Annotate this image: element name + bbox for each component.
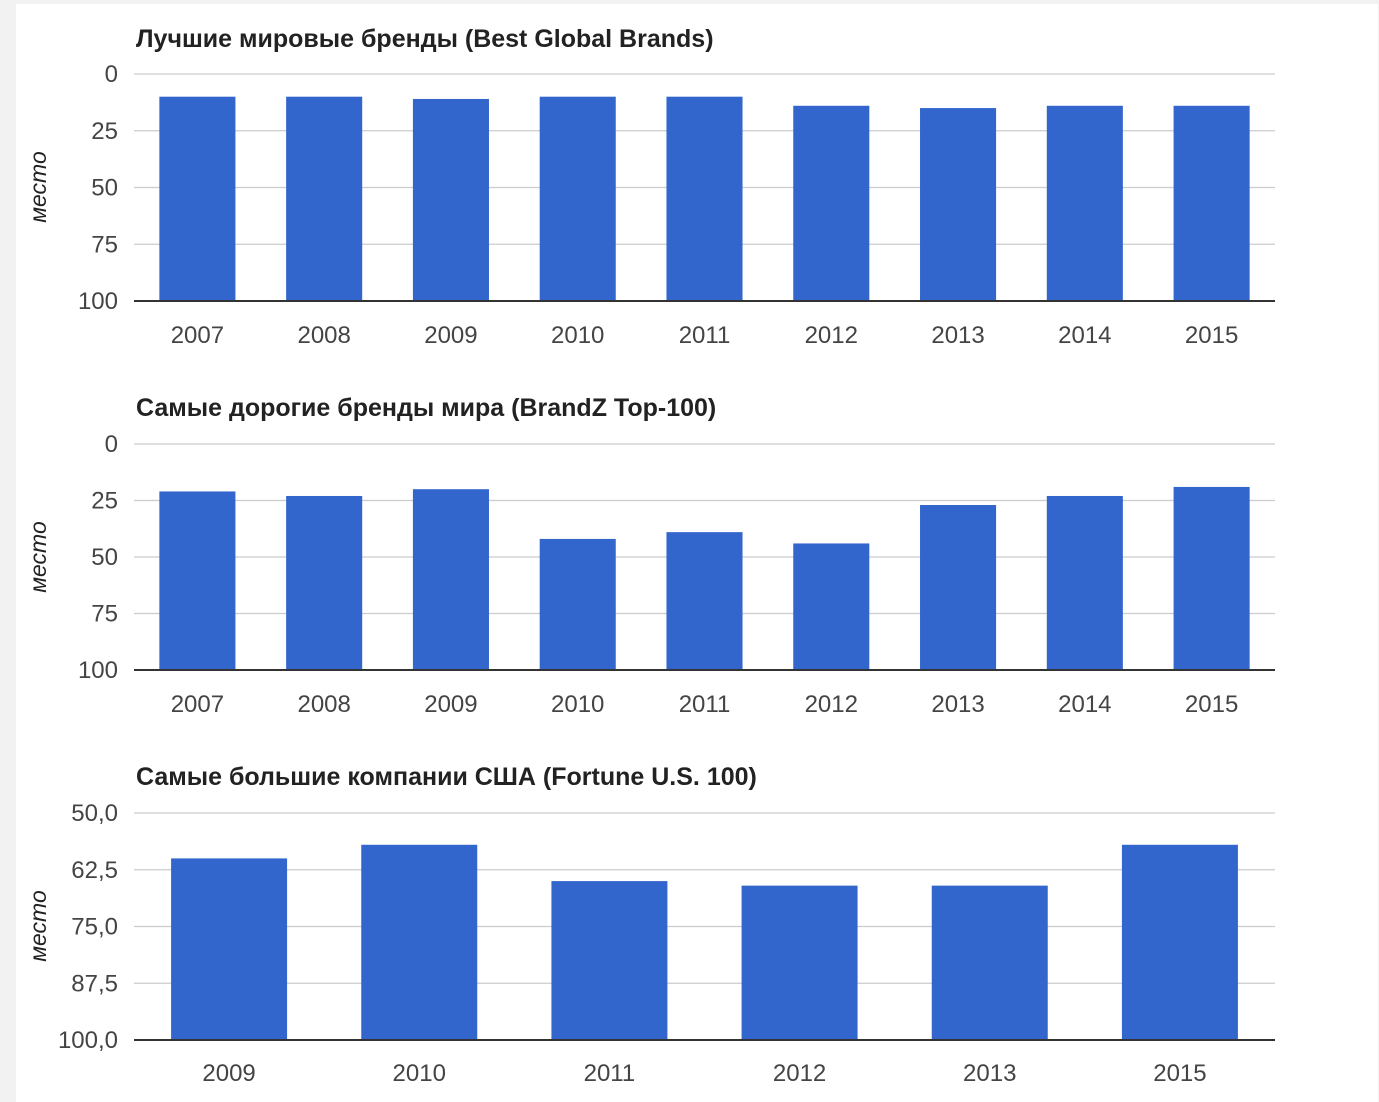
x-tick-label: 2012 xyxy=(805,691,858,718)
y-tick-label: 50 xyxy=(91,544,118,571)
chart-title: Самые дорогие бренды мира (BrandZ Top-10… xyxy=(136,394,716,422)
y-tick-label: 75,0 xyxy=(71,914,118,941)
bar-2015 xyxy=(1173,486,1250,670)
bar-2015 xyxy=(1173,105,1250,301)
y-tick-label: 50,0 xyxy=(71,800,118,827)
bar-2012 xyxy=(793,543,870,670)
x-tick-label: 2014 xyxy=(1058,322,1111,349)
x-tick-label: 2015 xyxy=(1185,322,1238,349)
bar-2013 xyxy=(920,505,997,670)
x-tick-label: 2013 xyxy=(931,691,984,718)
x-tick-label: 2008 xyxy=(297,691,350,718)
x-tick-label: 2011 xyxy=(679,322,731,349)
chart-title: Лучшие мировые бренды (Best Global Brand… xyxy=(136,25,714,53)
x-tick-label: 2014 xyxy=(1058,691,1111,718)
bar-2010 xyxy=(361,844,478,1040)
y-tick-label: 0 xyxy=(105,431,118,458)
y-tick-label: 0 xyxy=(105,61,118,88)
x-tick-label: 2011 xyxy=(584,1060,636,1087)
y-tick-label: 75 xyxy=(91,601,118,628)
bar-2015 xyxy=(1121,844,1238,1040)
bar-2012 xyxy=(793,105,870,301)
y-tick-label: 100 xyxy=(78,657,118,684)
x-tick-label: 2008 xyxy=(297,322,350,349)
bar-2007 xyxy=(159,491,236,670)
x-tick-label: 2013 xyxy=(963,1060,1016,1087)
bar-2013 xyxy=(931,885,1048,1040)
y-tick-label: 75 xyxy=(91,231,118,258)
bar-2011 xyxy=(666,532,743,670)
x-tick-label: 2011 xyxy=(679,691,731,718)
x-tick-label: 2010 xyxy=(551,322,604,349)
x-tick-label: 2012 xyxy=(805,322,858,349)
bar-2012 xyxy=(741,885,858,1040)
bar-2009 xyxy=(412,98,489,301)
y-tick-label: 100 xyxy=(78,288,118,315)
y-tick-label: 25 xyxy=(91,118,118,145)
x-tick-label: 2013 xyxy=(931,322,984,349)
y-tick-label: 62,5 xyxy=(71,857,118,884)
bar-2014 xyxy=(1046,105,1123,301)
x-tick-label: 2009 xyxy=(202,1060,255,1087)
x-tick-label: 2007 xyxy=(171,691,224,718)
bar-2014 xyxy=(1046,495,1123,670)
chart-title: Самые большие компании США (Fortune U.S.… xyxy=(136,763,757,791)
y-tick-label: 25 xyxy=(91,488,118,515)
chart-1: Лучшие мировые бренды (Best Global Brand… xyxy=(25,25,1275,349)
chart-3: Самые большие компании США (Fortune U.S.… xyxy=(25,763,1275,1087)
bar-2011 xyxy=(551,881,668,1040)
bar-2008 xyxy=(286,495,363,670)
y-axis-label: место xyxy=(25,521,51,593)
y-tick-label: 87,5 xyxy=(71,970,118,997)
x-tick-label: 2007 xyxy=(171,322,224,349)
x-tick-label: 2009 xyxy=(424,322,477,349)
bar-2010 xyxy=(539,96,616,301)
bar-2008 xyxy=(286,96,363,301)
x-tick-label: 2010 xyxy=(393,1060,446,1087)
x-tick-label: 2015 xyxy=(1185,691,1238,718)
x-tick-label: 2012 xyxy=(773,1060,826,1087)
bar-2009 xyxy=(412,489,489,670)
y-tick-label: 100,0 xyxy=(58,1027,118,1054)
bar-2007 xyxy=(159,96,236,301)
x-tick-label: 2009 xyxy=(424,691,477,718)
chart-2: Самые дорогие бренды мира (BrandZ Top-10… xyxy=(25,394,1275,718)
y-axis-label: место xyxy=(25,890,51,962)
x-tick-label: 2010 xyxy=(551,691,604,718)
y-axis-label: место xyxy=(25,151,51,223)
x-tick-label: 2015 xyxy=(1153,1060,1206,1087)
y-tick-label: 50 xyxy=(91,175,118,202)
bar-2009 xyxy=(171,858,288,1040)
bar-2010 xyxy=(539,538,616,670)
bar-2011 xyxy=(666,96,743,301)
bar-2013 xyxy=(920,108,997,301)
